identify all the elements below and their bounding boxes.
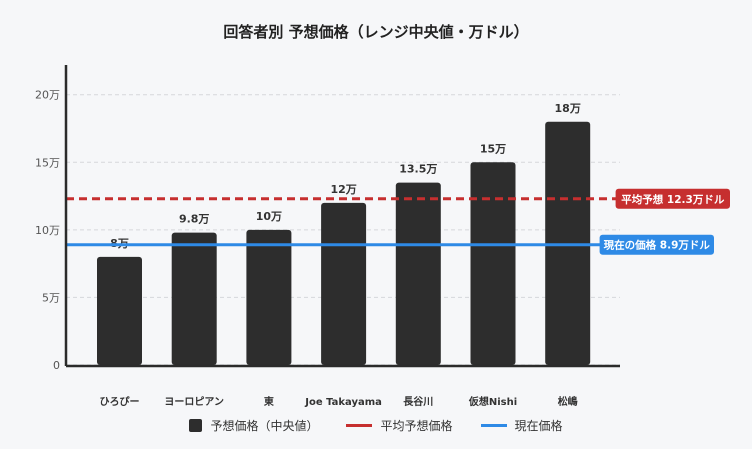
bar	[97, 256, 142, 365]
reference-label-text: 平均予想 12.3万ドル	[621, 193, 725, 206]
bar-data-label: 9.8万	[179, 213, 210, 226]
legend-item-average[interactable]: 平均予想価格	[346, 417, 453, 434]
bar	[321, 202, 367, 365]
bar-data-label: 12万	[330, 183, 356, 196]
reference-label-badge	[599, 234, 714, 255]
x-tick-label: 長谷川	[403, 395, 433, 408]
y-tick-label: 20万	[35, 89, 60, 102]
y-tick-label: 15万	[35, 156, 60, 169]
legend-label: 現在価格	[514, 419, 563, 433]
legend-swatch-bar	[189, 419, 203, 432]
x-tick-label: ひろぴー	[100, 395, 140, 408]
legend-swatch-line	[346, 424, 373, 427]
x-tick-label: 仮想Nishi	[468, 395, 517, 408]
reference-label-badge	[615, 188, 730, 209]
legend: 予想価格（中央値） 平均予想価格 現在価格	[0, 417, 752, 434]
legend-label: 予想価格（中央値）	[210, 419, 319, 433]
chart-title: 回答者別 予想価格（レンジ中央値・万ドル）	[223, 23, 529, 41]
x-tick-label: 東	[264, 395, 274, 408]
x-tick-label: ヨーロピアン	[164, 396, 224, 408]
bar-data-label: 10万	[256, 210, 282, 223]
bar	[470, 162, 516, 365]
x-tick-label: Joe Takayama	[304, 397, 382, 408]
legend-item-current[interactable]: 現在価格	[480, 417, 563, 434]
reference-label-text: 現在の価格 8.9万ドル	[604, 239, 711, 252]
x-tick-label: 松嶋	[558, 395, 578, 408]
bar-data-label: 15万	[480, 142, 506, 155]
legend-item-median[interactable]: 予想価格（中央値）	[189, 417, 318, 434]
y-tick-label: 5万	[42, 291, 60, 304]
bar-data-label: 18万	[555, 102, 581, 115]
bar	[171, 232, 217, 365]
y-axis-ticks: 0 5万 10万 15万 20万	[35, 89, 60, 372]
bar	[246, 229, 292, 365]
bar-data-label: 13.5万	[399, 163, 437, 176]
x-axis-labels: ひろぴー ヨーロピアン 東 Joe Takayama 長谷川 仮想Nishi 松嶋	[100, 395, 578, 408]
y-tick-label: 10万	[35, 224, 60, 237]
legend-label: 平均予想価格	[380, 419, 453, 433]
bar	[395, 182, 441, 365]
legend-swatch-line	[480, 424, 507, 427]
y-tick-label: 0	[53, 359, 60, 372]
